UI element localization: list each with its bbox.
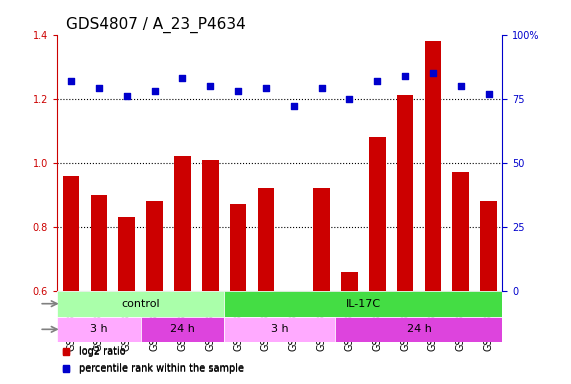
Text: IL-17C: IL-17C: [345, 299, 381, 309]
Point: [484, 91, 493, 97]
Point: [150, 88, 159, 94]
Bar: [202, 159, 219, 384]
Point: [122, 93, 131, 99]
Bar: [369, 137, 385, 384]
Text: percentile rank within the sample: percentile rank within the sample: [79, 363, 244, 373]
Bar: [174, 156, 191, 384]
Bar: [63, 175, 79, 384]
Text: control: control: [121, 299, 160, 309]
Bar: [341, 271, 357, 384]
Bar: [452, 172, 469, 384]
FancyBboxPatch shape: [57, 316, 140, 342]
Point: [400, 73, 409, 79]
FancyBboxPatch shape: [335, 316, 502, 342]
Point: [62, 366, 71, 372]
Bar: [118, 217, 135, 384]
Point: [345, 96, 354, 102]
Point: [289, 103, 298, 109]
Bar: [480, 201, 497, 384]
Point: [428, 70, 437, 76]
Text: 24 h: 24 h: [170, 324, 195, 334]
Point: [456, 83, 465, 89]
Bar: [258, 188, 274, 384]
Bar: [146, 201, 163, 384]
Bar: [425, 41, 441, 384]
Text: 3 h: 3 h: [271, 324, 288, 334]
Point: [62, 349, 71, 356]
Text: 24 h: 24 h: [407, 324, 432, 334]
Point: [62, 365, 71, 371]
Bar: [397, 96, 413, 384]
FancyBboxPatch shape: [57, 291, 224, 316]
FancyBboxPatch shape: [140, 316, 224, 342]
Point: [234, 88, 243, 94]
Point: [94, 85, 103, 91]
Point: [317, 85, 326, 91]
FancyBboxPatch shape: [224, 291, 502, 316]
Point: [262, 85, 271, 91]
Text: log2 ratio: log2 ratio: [79, 346, 126, 356]
Bar: [286, 291, 302, 384]
Text: log2 ratio: log2 ratio: [79, 348, 126, 358]
Text: 3 h: 3 h: [90, 324, 108, 334]
Point: [373, 78, 382, 84]
Bar: [230, 204, 247, 384]
Point: [178, 75, 187, 81]
Point: [66, 78, 75, 84]
Point: [62, 348, 71, 354]
Bar: [90, 195, 107, 384]
Bar: [313, 188, 330, 384]
FancyBboxPatch shape: [224, 316, 335, 342]
Text: percentile rank within the sample: percentile rank within the sample: [79, 364, 244, 374]
Point: [206, 83, 215, 89]
Text: GDS4807 / A_23_P4634: GDS4807 / A_23_P4634: [66, 17, 246, 33]
